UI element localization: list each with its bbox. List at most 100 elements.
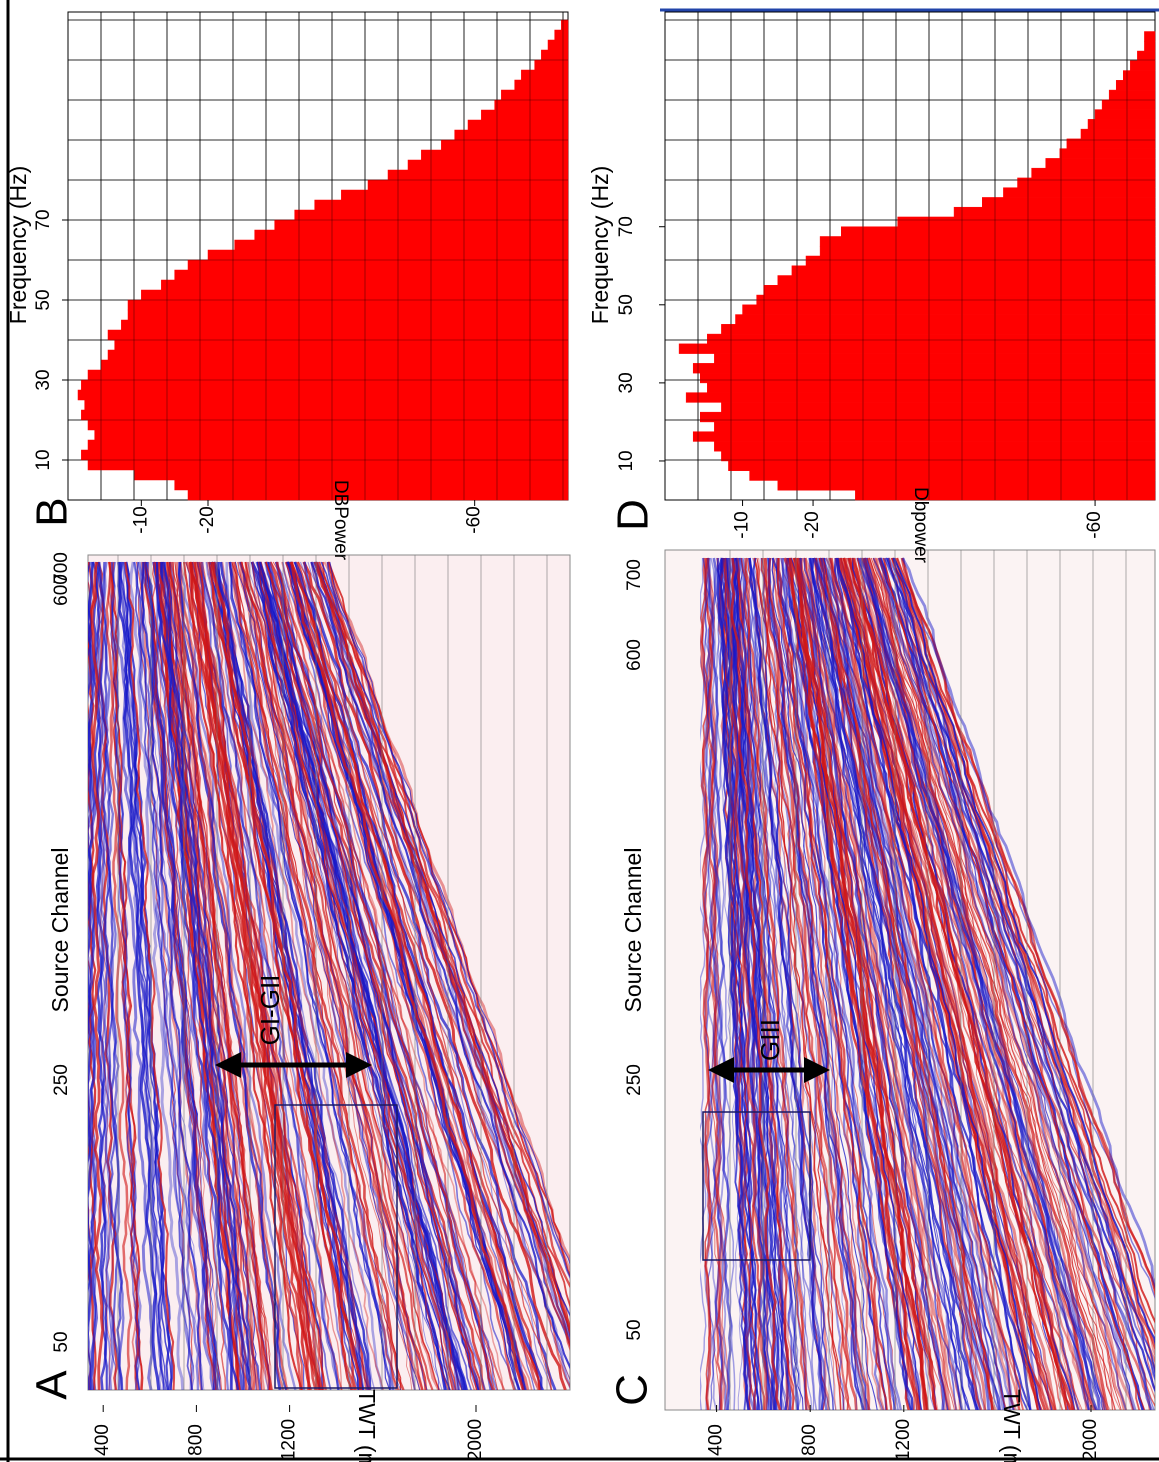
bar	[1115, 80, 1156, 91]
reflector	[225, 561, 384, 1390]
bar	[107, 349, 569, 361]
reflector	[198, 561, 325, 1390]
reflector	[833, 557, 1032, 1410]
bar	[685, 392, 1156, 403]
y-axis-label: TWT (ms)	[999, 1389, 1025, 1462]
reflector	[875, 557, 1128, 1410]
reflector	[137, 561, 200, 1390]
x-tick-label: 10	[33, 449, 54, 470]
reflector	[162, 561, 251, 1390]
reflector	[708, 557, 731, 1410]
reflector	[182, 561, 303, 1390]
reflector	[329, 561, 570, 1266]
reflector	[862, 557, 1106, 1410]
reflector	[857, 557, 1090, 1410]
bar	[819, 236, 1156, 247]
highlight-box	[274, 1104, 398, 1389]
y-tick-label: -10	[130, 506, 151, 533]
panel-label: A	[28, 1370, 77, 1400]
reflector	[857, 557, 1081, 1410]
bar	[1123, 70, 1156, 81]
bar	[897, 216, 1156, 227]
bar	[387, 169, 569, 181]
reflector	[143, 561, 217, 1390]
bar	[714, 421, 1156, 432]
bar	[141, 289, 569, 301]
x-tick-label: 50	[33, 289, 54, 310]
x-axis-label: Frequency (Hz)	[587, 166, 613, 324]
x-tick-label: 70	[33, 209, 54, 230]
y-tick-label: -20	[802, 511, 823, 538]
bar	[234, 239, 569, 251]
reflector	[151, 561, 226, 1390]
y-tick-label: 1200	[893, 1419, 914, 1461]
reflector	[266, 561, 487, 1390]
reflector	[310, 561, 570, 1370]
reflector	[185, 561, 305, 1390]
reflector	[121, 561, 163, 1390]
bar	[127, 309, 569, 321]
x-tick-label: 10	[616, 450, 637, 471]
bar	[714, 353, 1156, 364]
reflector	[326, 561, 570, 1289]
reflector	[839, 557, 1043, 1410]
bar	[982, 197, 1156, 208]
reflector	[201, 561, 341, 1390]
x-axis-label: Source Channel	[47, 848, 73, 1013]
bar	[77, 389, 569, 401]
reflector	[748, 557, 822, 1410]
reflector	[842, 557, 1052, 1410]
reflector	[326, 561, 570, 1280]
reflector	[722, 557, 757, 1410]
reflector	[823, 557, 999, 1410]
reflector	[208, 561, 359, 1390]
reflector	[730, 557, 776, 1410]
bar	[1003, 187, 1156, 198]
reflector	[296, 561, 541, 1390]
x-tick-label: 30	[33, 369, 54, 390]
x-axis-label: Source Channel	[620, 848, 646, 1013]
bar	[700, 372, 1156, 384]
reflector	[107, 561, 144, 1390]
reflector	[188, 561, 312, 1390]
x-tick-label: 50	[624, 1319, 645, 1340]
reflector	[842, 557, 1053, 1410]
seismic-traces	[700, 550, 1155, 1410]
reflector	[88, 564, 92, 1390]
x-tick-label: 50	[51, 1331, 72, 1352]
reflector	[893, 557, 1155, 1346]
reflector	[790, 557, 923, 1410]
reflector	[721, 557, 760, 1410]
reflector	[258, 561, 465, 1390]
reflector	[803, 557, 957, 1410]
reflector	[779, 557, 897, 1410]
reflector	[239, 561, 428, 1390]
bar	[187, 259, 569, 271]
bar	[721, 402, 1156, 413]
y-tick-label: 400	[706, 1424, 727, 1456]
bar	[87, 439, 569, 451]
bar	[700, 411, 1156, 423]
highlight-box	[702, 1111, 811, 1261]
y-axis-label: TWT (ms)	[354, 1389, 380, 1462]
reflector	[247, 561, 443, 1390]
bar	[721, 450, 1156, 462]
reflector	[177, 561, 287, 1390]
bar	[87, 369, 569, 381]
reflector	[703, 557, 719, 1410]
reflector	[207, 561, 355, 1390]
bar	[547, 39, 569, 51]
bar	[777, 480, 1156, 491]
bar	[514, 79, 569, 91]
reflector	[866, 557, 1110, 1410]
reflector	[178, 561, 297, 1390]
reflector	[851, 557, 1076, 1410]
bar	[1108, 89, 1156, 101]
y-tick-label: 2000	[465, 1419, 486, 1461]
reflector	[788, 557, 919, 1410]
bar	[254, 229, 569, 241]
bar	[134, 469, 569, 481]
annotation: GIII	[755, 1019, 785, 1061]
x-tick-label: 600	[624, 639, 645, 671]
